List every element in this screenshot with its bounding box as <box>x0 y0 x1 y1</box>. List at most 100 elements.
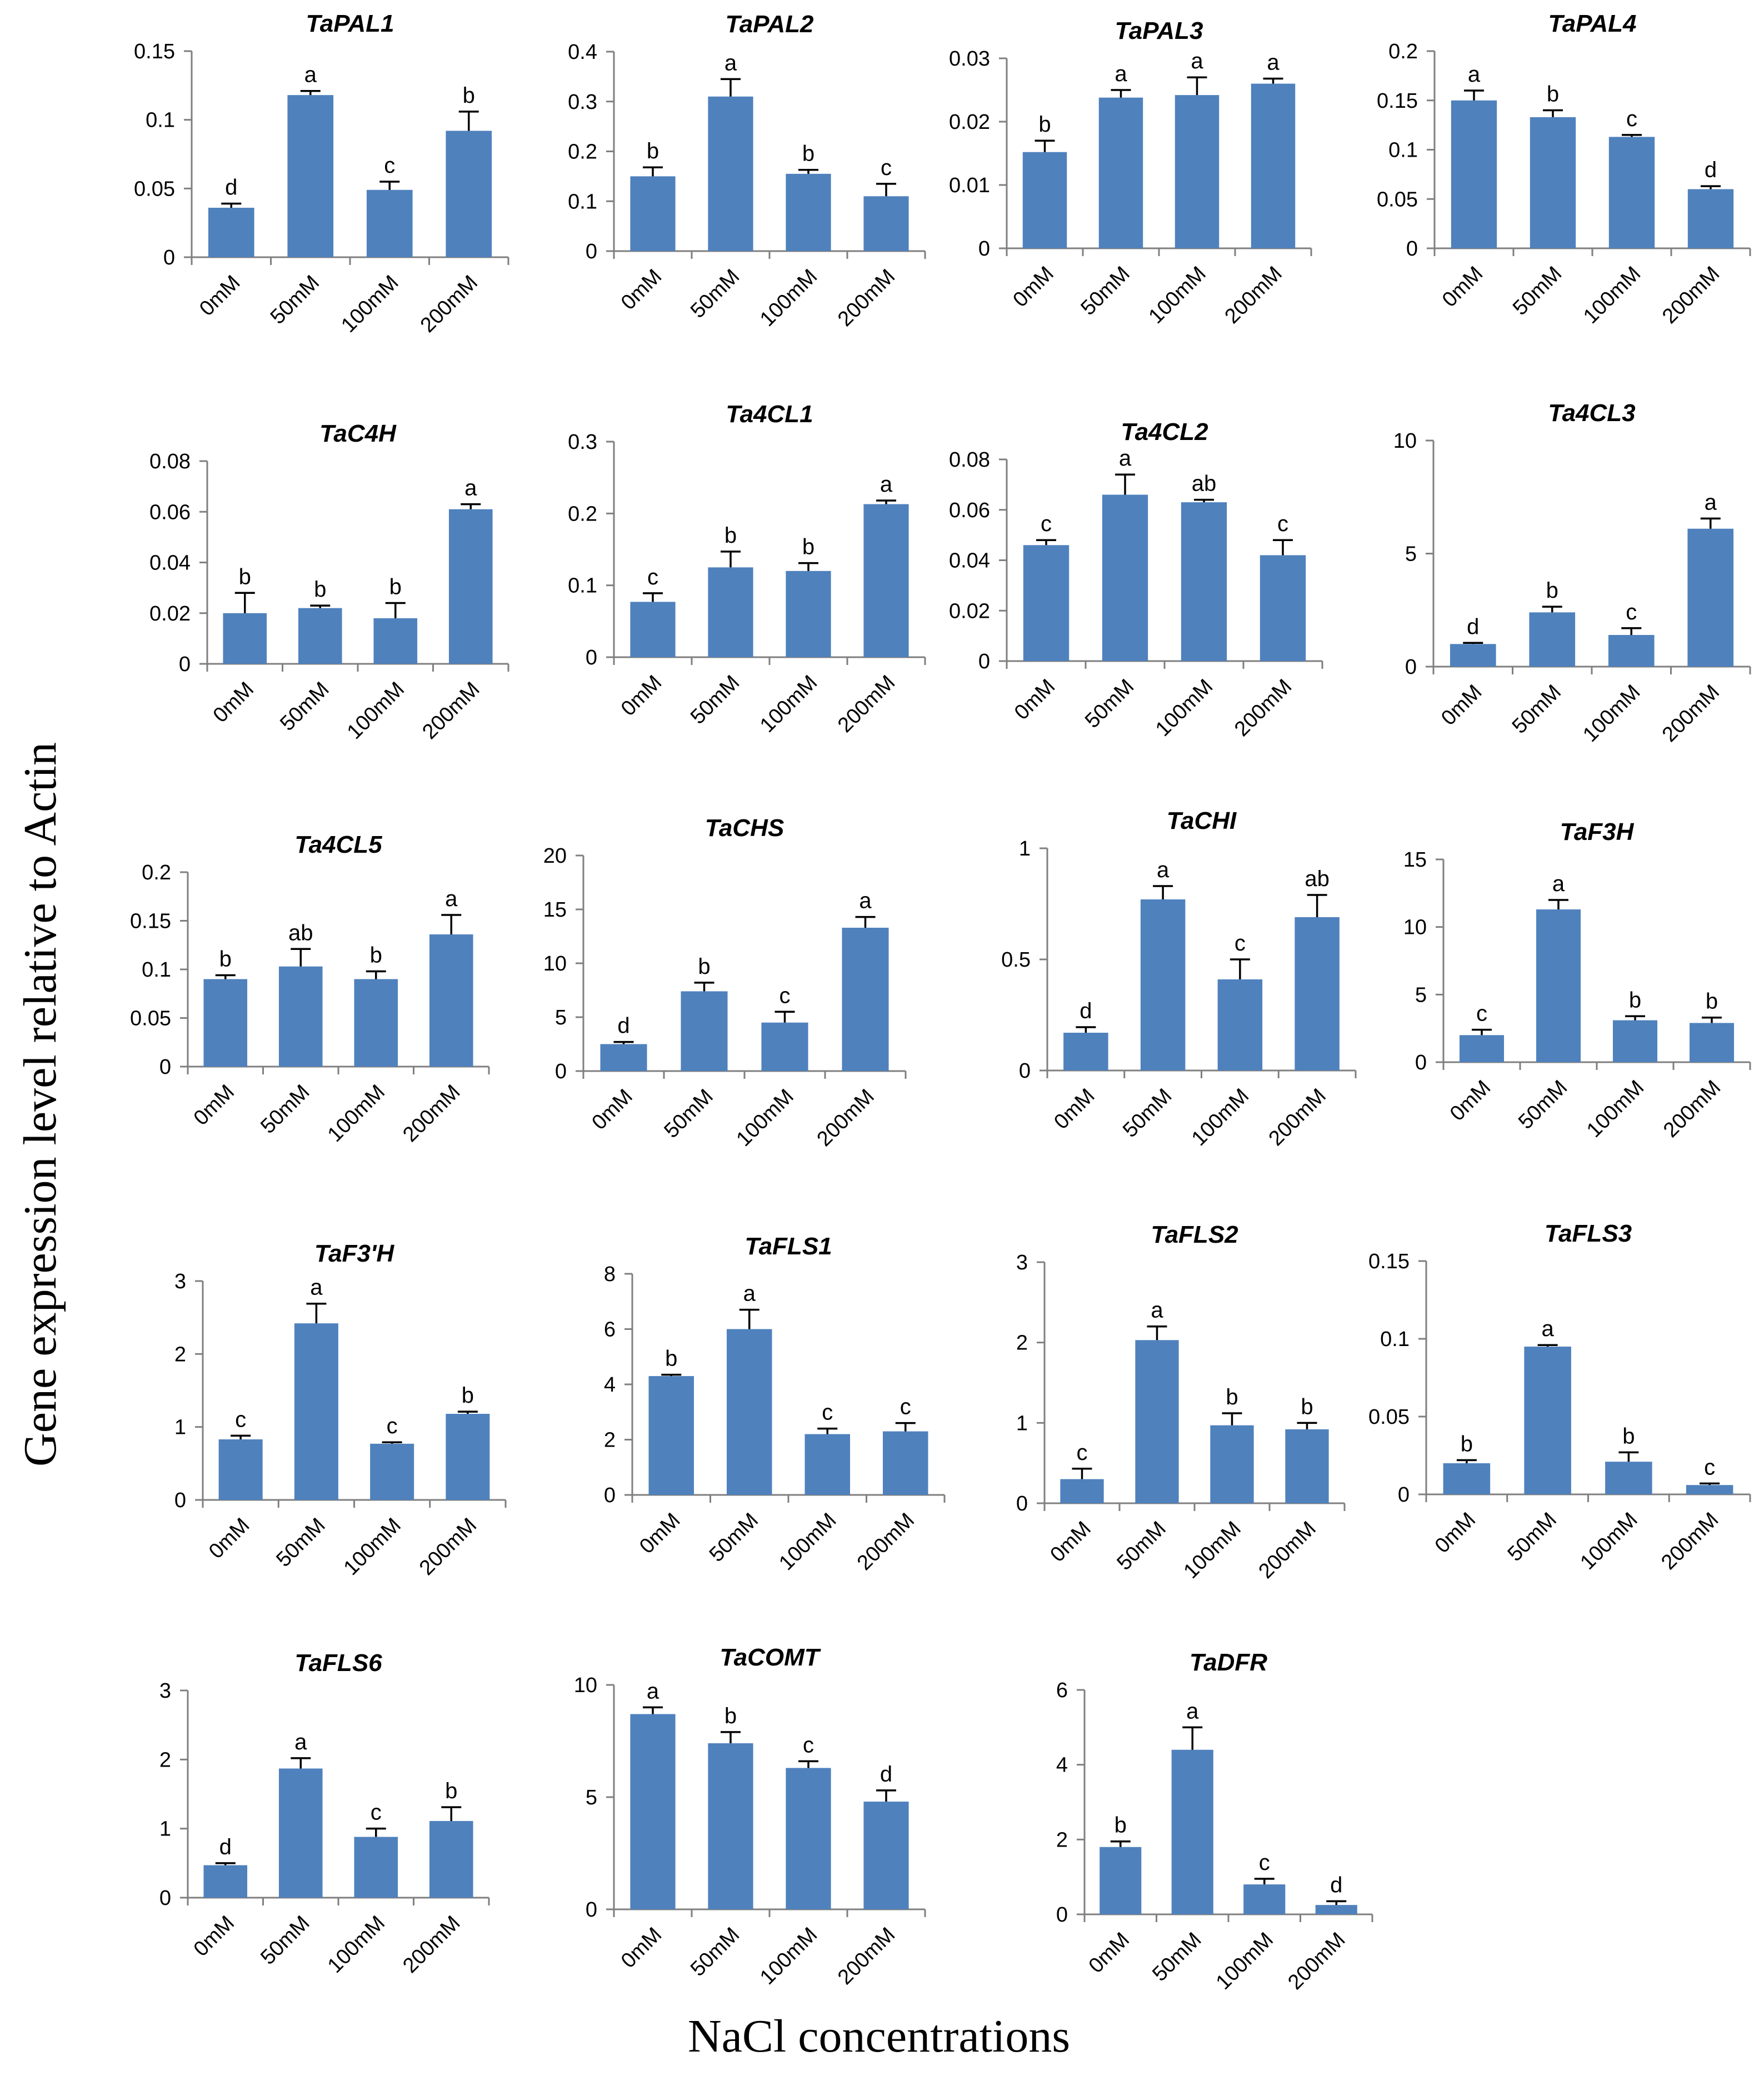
chart-panel: Ta4CL1 0 0.1 0.2 0.3 c 0mM b 50mM b 100mM a 200mM <box>568 401 926 737</box>
significance-label: a <box>1119 446 1132 471</box>
chart-panel: TaFLS6 0 1 2 3 d 0mM a 50mM c 100mM b 200mM <box>159 1649 490 1978</box>
significance-label: d <box>225 176 237 200</box>
x-tick-label: 0mM <box>209 678 258 727</box>
significance-label: b <box>370 943 382 968</box>
panel-title: TaF3'H <box>314 1240 395 1267</box>
significance-label: c <box>881 156 892 180</box>
bar <box>1689 1023 1735 1062</box>
y-tick-label: 0 <box>163 246 175 269</box>
y-tick-label: 0.4 <box>568 41 597 64</box>
y-tick-label: 0.06 <box>149 501 191 524</box>
significance-label: b <box>1546 578 1558 603</box>
bar <box>1260 555 1306 661</box>
chart-panel: Ta4CL2 0 0.02 0.04 0.06 0.08 c 0mM a 50mM ab 100mM c… <box>949 418 1323 741</box>
significance-label: a <box>1552 872 1565 896</box>
x-tick-label: 50mM <box>660 1085 718 1143</box>
y-tick-label: 6 <box>1056 1679 1068 1702</box>
chart-panel: Ta4CL3 0 5 10 d 0mM b 50mM c 100mM a 200mM <box>1393 399 1751 747</box>
y-tick-label: 10 <box>574 1674 597 1697</box>
bar <box>681 991 728 1071</box>
bar <box>1536 909 1581 1062</box>
y-tick-label: 2 <box>174 1343 186 1366</box>
x-tick-label: 0mM <box>204 1514 254 1563</box>
bar <box>354 1837 398 1898</box>
x-tick-label: 0mM <box>1438 262 1487 312</box>
x-tick-label: 50mM <box>686 1923 744 1981</box>
chart-panel: TaFLS3 0 0.05 0.1 0.15 b 0mM a 50mM b 100mM c 200mM <box>1368 1220 1751 1574</box>
x-tick-label: 50mM <box>1113 1517 1171 1575</box>
x-tick-label: 100mM <box>756 671 822 737</box>
significance-label: b <box>219 947 232 972</box>
y-tick-label: 0 <box>586 240 597 263</box>
bar <box>1102 494 1148 661</box>
significance-label: b <box>802 535 814 559</box>
bar <box>1459 1035 1505 1062</box>
significance-label: c <box>1277 512 1288 536</box>
significance-label: d <box>1467 614 1479 639</box>
bar <box>1295 917 1340 1070</box>
x-tick-label: 0mM <box>1008 262 1058 312</box>
panel-title: TaPAL2 <box>726 11 814 38</box>
significance-label: b <box>1226 1385 1238 1409</box>
bar <box>1608 635 1655 667</box>
bar <box>1135 1340 1179 1503</box>
x-tick-label: 50mM <box>1508 681 1566 738</box>
y-tick-label: 1 <box>1016 1412 1028 1435</box>
significance-label: c <box>803 1733 814 1757</box>
x-tick-label: 200mM <box>1221 262 1287 328</box>
chart-panel: TaCHI 0 0.5 1 d 0mM a 50mM c 100mM ab 200mM <box>1001 807 1357 1150</box>
panel-title: Ta4CL3 <box>1548 399 1635 427</box>
significance-label: b <box>389 575 402 599</box>
significance-label: c <box>1626 107 1637 131</box>
bar <box>1171 1749 1213 1914</box>
y-tick-label: 2 <box>1016 1332 1028 1355</box>
bar <box>1060 1479 1104 1503</box>
y-tick-label: 0 <box>174 1489 186 1512</box>
significance-label: ab <box>1192 472 1217 496</box>
panel-title: Ta4CL1 <box>726 401 813 428</box>
bar <box>600 1044 647 1071</box>
panel-title: Ta4CL5 <box>294 831 382 858</box>
x-tick-label: 200mM <box>1283 1928 1350 1994</box>
y-tick-label: 0.2 <box>568 141 597 164</box>
bar <box>1443 1463 1491 1494</box>
bar <box>883 1431 928 1495</box>
bar <box>708 96 753 251</box>
bar <box>1687 528 1734 667</box>
y-tick-label: 0.2 <box>142 861 171 884</box>
significance-label: a <box>445 887 458 911</box>
bar <box>1524 1347 1571 1494</box>
significance-label: b <box>1547 82 1559 107</box>
significance-label: a <box>1468 62 1481 87</box>
significance-label: c <box>384 153 395 178</box>
significance-label: b <box>647 139 659 163</box>
y-tick-label: 0.08 <box>949 448 990 472</box>
significance-label: c <box>822 1400 833 1425</box>
x-tick-label: 50mM <box>1118 1084 1176 1142</box>
significance-label: b <box>1301 1394 1313 1419</box>
significance-label: c <box>1259 1850 1270 1875</box>
significance-label: c <box>1704 1455 1715 1479</box>
bar <box>1605 1462 1652 1494</box>
bar <box>366 189 413 257</box>
y-tick-label: 0.15 <box>134 40 175 63</box>
y-tick-label: 0.05 <box>130 1007 171 1031</box>
x-tick-label: 0mM <box>1085 1928 1134 1978</box>
y-tick-label: 0.15 <box>1368 1250 1410 1273</box>
y-tick-label: 0.1 <box>1388 139 1418 162</box>
bar <box>446 1414 490 1500</box>
x-tick-label: 0mM <box>1050 1084 1099 1134</box>
significance-label: d <box>219 1835 232 1859</box>
x-tick-label: 0mM <box>587 1085 637 1134</box>
x-tick-label: 200mM <box>1230 675 1296 741</box>
y-tick-label: 10 <box>1403 916 1427 939</box>
significance-label: d <box>880 1762 892 1787</box>
x-tick-label: 0mM <box>189 1912 239 1961</box>
significance-label: d <box>617 1014 629 1038</box>
significance-label: c <box>1235 931 1246 956</box>
x-tick-label: 100mM <box>323 1912 389 1978</box>
x-tick-label: 0mM <box>635 1509 684 1558</box>
significance-label: a <box>1191 49 1203 73</box>
x-tick-label: 200mM <box>1255 1517 1321 1583</box>
y-tick-label: 0 <box>586 646 597 669</box>
